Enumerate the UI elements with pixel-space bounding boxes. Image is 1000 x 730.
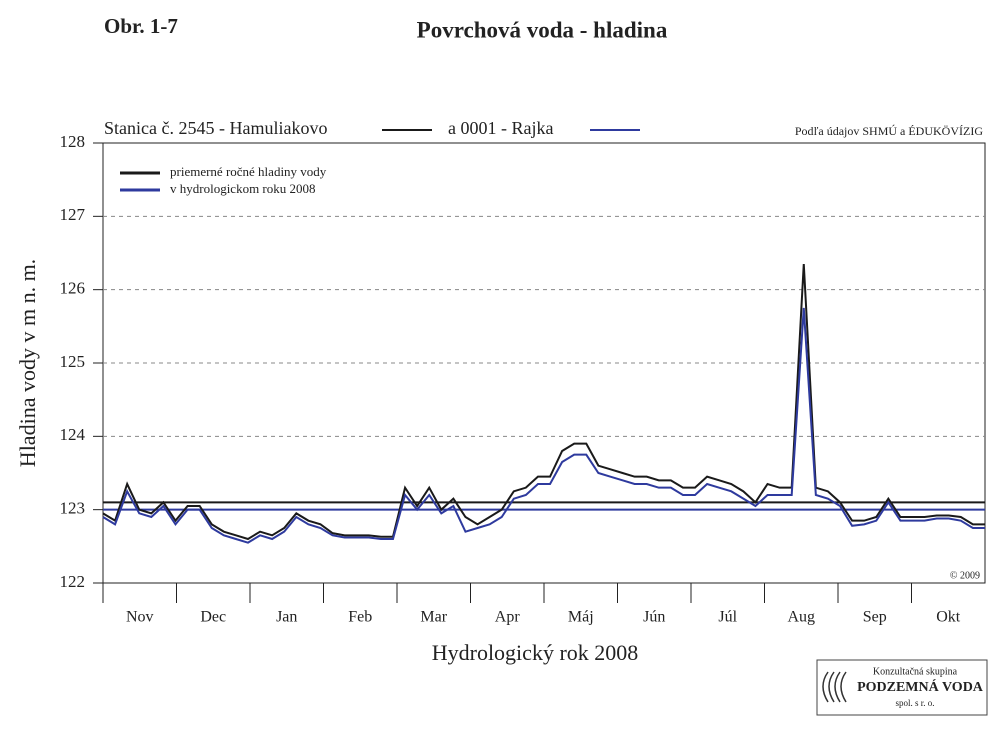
y-tick-label: 126 [60, 279, 86, 298]
x-tick-label: Júl [718, 609, 737, 626]
logo-text: Konzultačná skupina [873, 666, 958, 677]
y-tick-label: 124 [60, 425, 86, 444]
logo-text: PODZEMNÁ VODA [857, 678, 984, 695]
copyright: © 2009 [950, 570, 980, 581]
legend-entry: Stanica č. 2545 - Hamuliakovo [104, 118, 327, 138]
x-tick-label: Mar [420, 609, 447, 626]
legend-entry: a 0001 - Rajka [448, 118, 553, 138]
series-line [102, 263, 985, 541]
x-tick-label: Sep [863, 609, 887, 626]
x-axis-label: Hydrologický rok 2008 [432, 640, 639, 665]
x-tick-label: Dec [200, 609, 226, 626]
logo-text: spol. s r. o. [895, 698, 934, 708]
chart-title: Povrchová voda - hladina [417, 17, 668, 42]
legend-note: priemerné ročné hladiny vody [170, 164, 327, 179]
series-line [102, 307, 985, 544]
y-tick-label: 123 [60, 499, 86, 518]
y-tick-label: 122 [60, 572, 86, 591]
x-tick-label: Okt [936, 609, 961, 626]
legend-note: v hydrologickom roku 2008 [170, 181, 316, 196]
x-tick-label: Nov [126, 609, 154, 626]
y-tick-label: 128 [60, 132, 86, 151]
y-tick-label: 125 [60, 352, 86, 371]
source: Podľa údajov SHMÚ a ÉDUKÖVÍZIG [795, 124, 984, 138]
figure-label: Obr. 1-7 [104, 14, 178, 38]
logo-box [816, 659, 988, 716]
x-tick-label: Aug [787, 609, 815, 626]
logo: Konzultačná skupina PODZEMNÁ VODA spol. … [816, 659, 988, 716]
x-tick-label: Feb [348, 609, 372, 626]
logo-icon [822, 671, 847, 703]
y-tick-label: 127 [60, 205, 86, 224]
x-tick-label: Apr [495, 609, 521, 626]
x-tick-label: Jan [276, 609, 297, 626]
x-tick-label: Jún [643, 609, 665, 626]
x-tick-label: Máj [568, 609, 594, 626]
y-axis-label: Hladina vody v m n. m. [15, 259, 40, 467]
